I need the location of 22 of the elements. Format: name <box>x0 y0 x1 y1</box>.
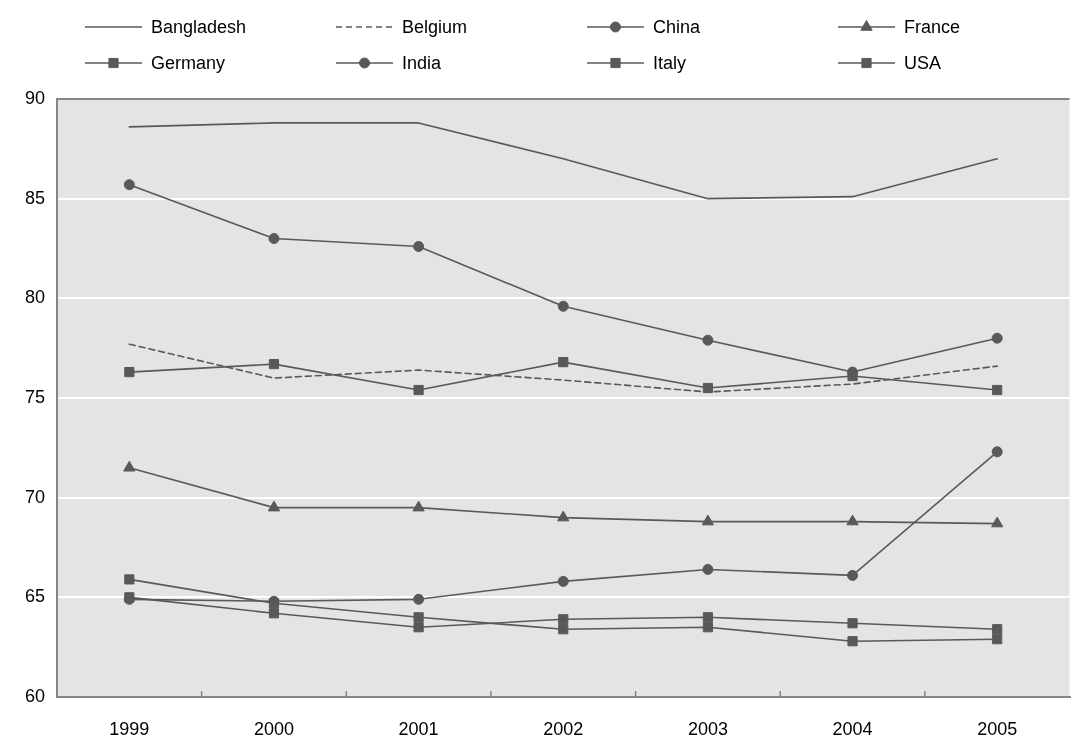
x-tick-label: 2002 <box>543 718 584 739</box>
y-tick-label: 90 <box>24 87 45 108</box>
y-tick-label: 75 <box>24 386 45 407</box>
y-tick-label: 80 <box>24 287 45 308</box>
legend-label: Italy <box>653 52 687 73</box>
x-tick-label: 2003 <box>687 718 728 739</box>
x-tick-label: 1999 <box>109 718 150 739</box>
x-tick-label: 2000 <box>253 718 294 739</box>
legend-label: Belgium <box>402 16 468 37</box>
legend-label: Germany <box>151 52 226 73</box>
x-tick-label: 2004 <box>832 718 873 739</box>
legend-label: USA <box>904 52 942 73</box>
y-tick-label: 65 <box>24 586 45 607</box>
legend-label: India <box>402 52 443 73</box>
y-tick-label: 60 <box>24 685 45 706</box>
x-tick-label: 2005 <box>977 718 1018 739</box>
legend-label: France <box>904 16 961 37</box>
legend-label: China <box>653 16 702 37</box>
y-tick-label: 70 <box>24 486 45 507</box>
x-tick-label: 2001 <box>398 718 439 739</box>
legend-label: Bangladesh <box>151 16 247 37</box>
y-tick-label: 85 <box>24 187 45 208</box>
